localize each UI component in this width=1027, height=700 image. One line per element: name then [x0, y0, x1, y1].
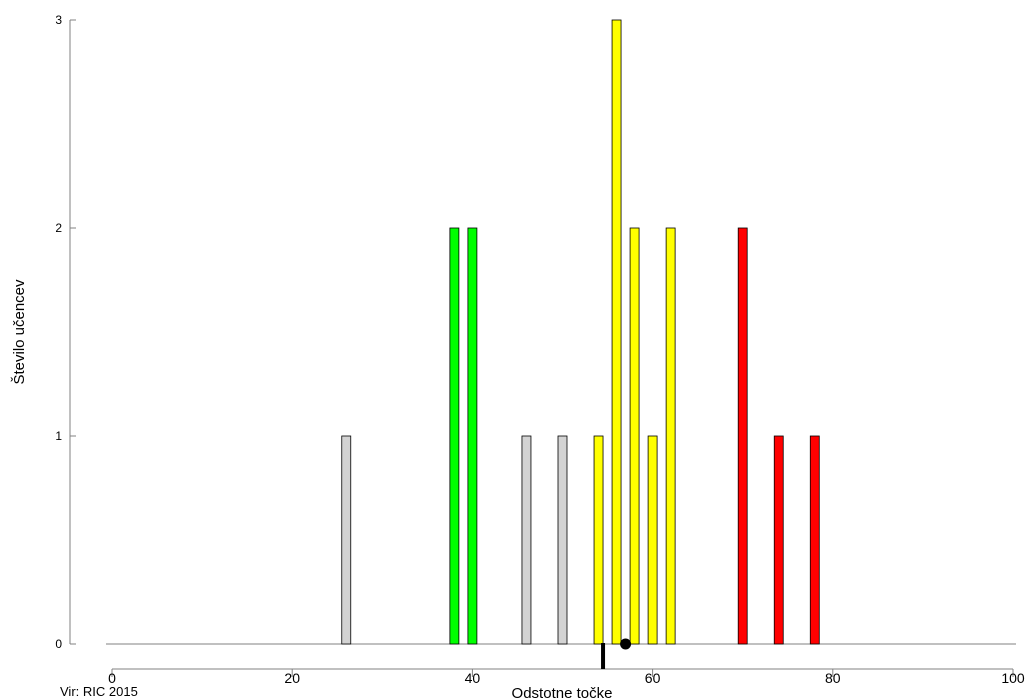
- x-tick-label: 80: [825, 670, 841, 686]
- bar: [593, 435, 604, 645]
- source-note: Vir: RIC 2015: [60, 684, 138, 699]
- y-axis: 0 1 2 3: [55, 13, 1016, 651]
- bar: [629, 227, 640, 645]
- markers: [601, 638, 632, 669]
- bar: [611, 19, 622, 645]
- student-marker-dot: [620, 638, 632, 650]
- bar: [737, 227, 748, 645]
- bar: [773, 435, 784, 645]
- bar: [467, 227, 478, 645]
- y-tick-label: 0: [55, 637, 62, 651]
- bars: [341, 19, 820, 645]
- bar: [521, 435, 532, 645]
- x-tick-label: 100: [1001, 670, 1025, 686]
- y-tick-label: 1: [55, 429, 62, 443]
- x-axis: 0 20 40 60 80 100: [108, 668, 1025, 686]
- x-tick-label: 40: [465, 670, 481, 686]
- y-tick-label: 3: [55, 13, 62, 27]
- bar: [341, 435, 352, 645]
- bar: [647, 435, 658, 645]
- bar: [449, 227, 460, 645]
- y-tick-label: 2: [55, 221, 62, 235]
- x-tick-label: 60: [645, 670, 661, 686]
- bar: [557, 435, 568, 645]
- average-marker-line: [601, 643, 606, 669]
- x-tick-label: 20: [284, 670, 300, 686]
- x-axis-title: Odstotne točke: [512, 685, 613, 700]
- y-axis-title: Število učencev: [11, 279, 28, 385]
- bar: [665, 227, 676, 645]
- x-tick-label: 0: [108, 670, 116, 686]
- bar: [809, 435, 820, 645]
